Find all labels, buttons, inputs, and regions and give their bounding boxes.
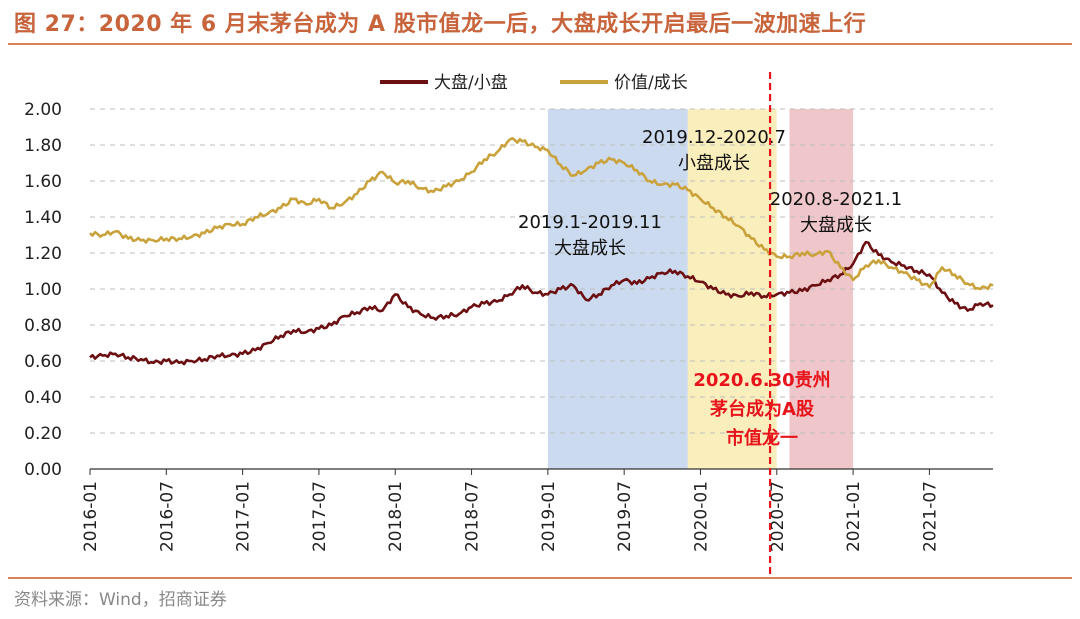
marker-annotation: 2020.6.30贵州 — [693, 370, 830, 391]
y-tick-label: 0.00 — [24, 460, 62, 480]
y-tick-label: 0.40 — [24, 388, 62, 408]
series-line-1 — [89, 240, 994, 366]
band-annotation-1: 2019.1-2019.11 — [518, 212, 662, 233]
x-tick-label: 2018-07 — [463, 481, 483, 552]
x-tick-label: 2017-01 — [234, 481, 254, 552]
chart-title: 图 27：2020 年 6 月末茅台成为 A 股市值龙一后，大盘成长开启最后一波… — [14, 12, 867, 37]
y-tick-label: 1.20 — [24, 244, 62, 264]
legend-label-2: 价值/成长 — [614, 73, 688, 93]
x-tick-label: 2021-07 — [920, 481, 940, 552]
y-tick-label: 0.60 — [24, 352, 62, 372]
y-tick-label: 1.40 — [24, 208, 62, 228]
x-tick-label: 2020-07 — [768, 481, 788, 552]
x-tick-label: 2019-07 — [615, 481, 635, 552]
x-tick-label: 2020-01 — [691, 481, 711, 552]
y-tick-label: 0.80 — [24, 316, 62, 336]
band-annotation-3: 大盘成长 — [800, 215, 872, 236]
bottom-rule — [8, 577, 1072, 579]
marker-annotation: 茅台成为A股 — [710, 398, 815, 420]
y-tick-label: 1.60 — [24, 172, 62, 192]
x-tick-label: 2016-01 — [81, 481, 101, 552]
band-annotation-1: 大盘成长 — [554, 238, 626, 259]
marker-annotation: 市值龙一 — [726, 427, 798, 449]
y-tick-label: 1.80 — [24, 136, 62, 156]
x-tick-label: 2016-07 — [157, 481, 177, 552]
y-tick-label: 0.20 — [24, 424, 62, 444]
y-tick-label: 1.00 — [24, 280, 62, 300]
series-line-2 — [89, 136, 994, 291]
y-tick-label: 2.00 — [24, 100, 62, 120]
x-tick-label: 2018-01 — [386, 481, 406, 552]
x-tick-label: 2019-01 — [539, 481, 559, 552]
source-note: 资料来源：Wind，招商证券 — [14, 590, 227, 610]
x-tick-label: 2021-01 — [844, 481, 864, 552]
x-tick-label: 2017-07 — [310, 481, 330, 552]
band-annotation-3: 2020.8-2021.1 — [770, 189, 902, 210]
band-annotation-2: 2019.12-2020.7 — [642, 127, 786, 148]
top-rule — [8, 43, 1072, 45]
legend-label-1: 大盘/小盘 — [434, 73, 508, 93]
band-annotation-2: 小盘成长 — [678, 153, 750, 174]
